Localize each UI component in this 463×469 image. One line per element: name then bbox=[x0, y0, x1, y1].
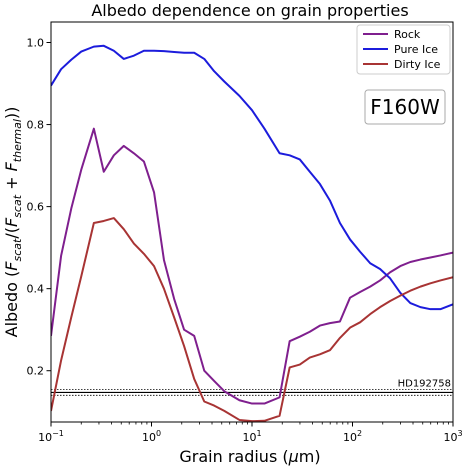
y-tick-label: 1.0 bbox=[27, 37, 45, 50]
x-axis-label-unit: μ bbox=[288, 447, 299, 466]
y-tick-label: 0.8 bbox=[27, 119, 45, 132]
series-line-rock bbox=[51, 127, 453, 405]
x-axis-label: Grain radius (μm) bbox=[179, 447, 320, 466]
legend-label: Rock bbox=[394, 28, 421, 41]
y-tick-label: 0.4 bbox=[27, 283, 45, 296]
x-tick-label: 100 bbox=[142, 429, 161, 444]
y-tick-label: 0.6 bbox=[27, 201, 45, 214]
reference-label: HD192758 bbox=[398, 379, 451, 390]
filter-annotation: F160W bbox=[364, 89, 446, 125]
legend: Rock Pure Ice Dirty Ice bbox=[356, 24, 451, 75]
x-tick-label: 10−1 bbox=[38, 429, 64, 444]
x-tick-label: 102 bbox=[343, 429, 362, 444]
plot-frame bbox=[50, 21, 454, 423]
series-line-pure-ice bbox=[51, 44, 453, 311]
y-tick-label: 0.2 bbox=[27, 365, 45, 378]
x-axis: 10−1 100 101 102 103 bbox=[38, 422, 463, 444]
filter-annotation-text: F160W bbox=[370, 95, 440, 119]
x-tick-label: 103 bbox=[443, 429, 462, 444]
x-axis-label-unit-m: m) bbox=[299, 447, 321, 466]
series-line-dirty-ice bbox=[51, 217, 453, 422]
series-lines bbox=[51, 44, 453, 422]
chart-title: Albedo dependence on grain properties bbox=[91, 1, 408, 20]
legend-label: Pure Ice bbox=[394, 43, 438, 56]
x-axis-label-main: Grain radius ( bbox=[179, 447, 288, 466]
y-axis: 0.2 0.4 0.6 0.8 1.0 bbox=[27, 37, 51, 378]
reference-band: HD192758 bbox=[51, 379, 453, 396]
y-axis-label: Albedo (Fscat/(Fscat + Fthermal)) bbox=[2, 107, 24, 338]
filter-annotation-box bbox=[364, 89, 446, 125]
x-tick-label: 101 bbox=[242, 429, 261, 444]
legend-label: Dirty Ice bbox=[394, 58, 441, 71]
legend-box bbox=[356, 24, 451, 75]
